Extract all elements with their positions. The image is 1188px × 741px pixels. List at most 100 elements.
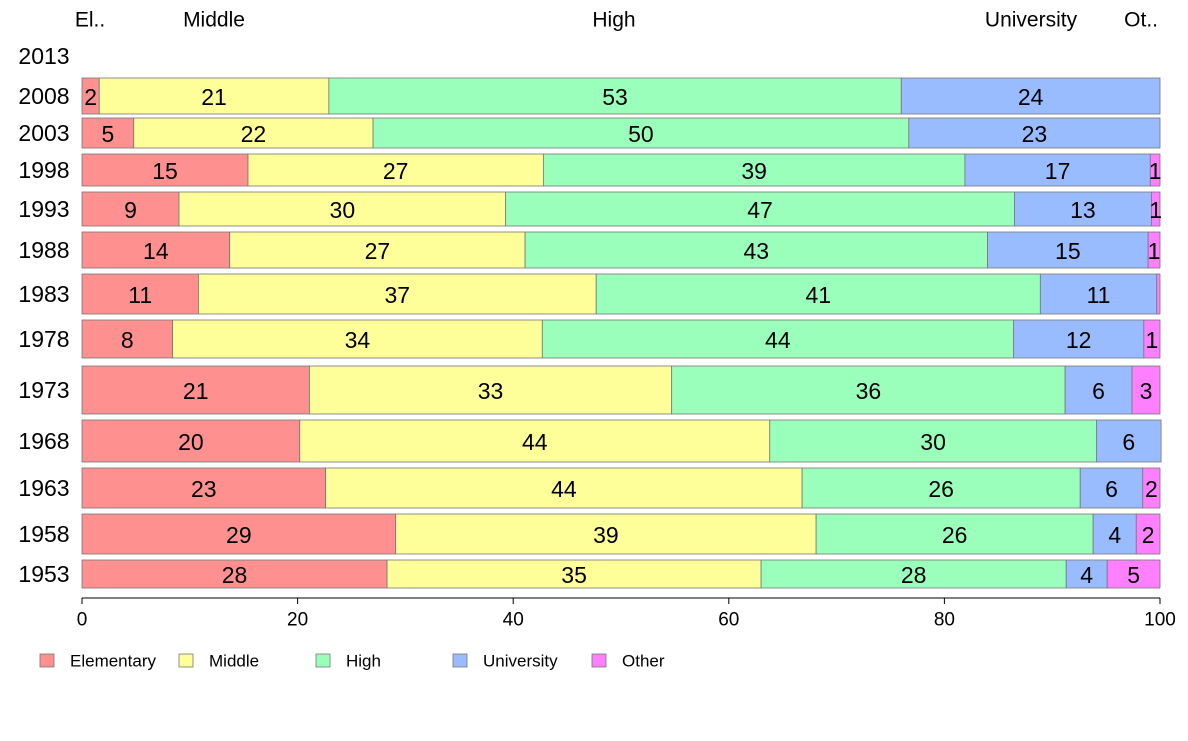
x-tick-label: 100 bbox=[1144, 610, 1176, 631]
bar-segment bbox=[1014, 191, 1152, 227]
data-label: 8 bbox=[121, 327, 134, 353]
data-label: 29 bbox=[226, 522, 252, 548]
bar-segment bbox=[81, 153, 249, 187]
top-label: University bbox=[985, 9, 1078, 32]
bar-segment bbox=[769, 419, 1097, 463]
category-label: 1968 bbox=[18, 428, 69, 454]
category-label: 1978 bbox=[18, 326, 69, 352]
data-label: 53 bbox=[602, 84, 628, 110]
bar-segment bbox=[81, 117, 135, 149]
bar-segment bbox=[987, 231, 1149, 269]
data-label: 3 bbox=[1140, 378, 1153, 404]
bar-segment bbox=[81, 319, 173, 359]
bar-segment bbox=[760, 559, 1067, 589]
bar-segment bbox=[1147, 231, 1161, 269]
bar-segment bbox=[1150, 191, 1161, 227]
data-label: 36 bbox=[856, 378, 882, 404]
category-label: 2008 bbox=[18, 83, 69, 109]
data-label: 35 bbox=[561, 562, 587, 588]
x-tick-label: 80 bbox=[934, 610, 955, 631]
legend-swatch bbox=[591, 653, 607, 668]
data-label: 50 bbox=[628, 121, 654, 147]
data-label: 2 bbox=[1142, 522, 1155, 548]
data-label: 15 bbox=[152, 158, 178, 184]
bar-segment bbox=[671, 365, 1066, 415]
data-label: 14 bbox=[143, 238, 169, 264]
data-label: 26 bbox=[942, 522, 968, 548]
bar-segment bbox=[1064, 365, 1133, 415]
data-label: 11 bbox=[128, 282, 152, 308]
bar-segment bbox=[372, 117, 910, 149]
data-label: 44 bbox=[551, 476, 577, 502]
category-label: 2013 bbox=[18, 43, 69, 69]
category-label: 1998 bbox=[18, 157, 69, 183]
data-label: 28 bbox=[901, 562, 927, 588]
legend-swatch bbox=[39, 653, 55, 668]
data-label: 43 bbox=[743, 238, 769, 264]
bar-segment bbox=[1135, 513, 1161, 555]
data-label: 33 bbox=[478, 378, 504, 404]
data-label: 12 bbox=[1066, 327, 1092, 353]
top-label: Ot.. bbox=[1124, 9, 1158, 32]
data-label: 15 bbox=[1055, 238, 1081, 264]
bar-segment bbox=[81, 419, 301, 463]
data-label: 1 bbox=[1149, 197, 1162, 223]
data-label: 9 bbox=[124, 197, 137, 223]
bar-segment bbox=[1106, 559, 1161, 589]
data-label: 28 bbox=[222, 562, 248, 588]
data-label: 24 bbox=[1018, 84, 1044, 110]
legend-label: Other bbox=[622, 652, 665, 671]
data-label: 13 bbox=[1070, 197, 1096, 223]
category-label: 1958 bbox=[18, 521, 69, 547]
category-label: 2003 bbox=[18, 120, 69, 146]
data-label: 1 bbox=[1146, 327, 1159, 353]
data-label: 4 bbox=[1108, 522, 1121, 548]
data-label: 21 bbox=[201, 84, 227, 110]
data-label: 30 bbox=[330, 197, 356, 223]
bar-segment bbox=[1131, 365, 1161, 415]
bar-segment bbox=[1039, 273, 1158, 315]
category-label: 1953 bbox=[18, 561, 69, 587]
data-label: 27 bbox=[365, 238, 391, 264]
bar-segment bbox=[309, 365, 673, 415]
bar-segment bbox=[81, 273, 199, 315]
bar-segment bbox=[595, 273, 1041, 315]
data-label: 37 bbox=[385, 282, 411, 308]
data-label: 1 bbox=[1149, 158, 1162, 184]
bar-segment bbox=[81, 231, 231, 269]
bar-segment bbox=[1079, 467, 1144, 509]
category-label: 1993 bbox=[18, 196, 69, 222]
bar-segment bbox=[1143, 319, 1161, 359]
bar-segment bbox=[1156, 273, 1161, 315]
top-label: High bbox=[592, 9, 635, 32]
legend-swatch bbox=[178, 653, 194, 668]
legend-label: Middle bbox=[209, 652, 259, 671]
bar-segment bbox=[964, 153, 1151, 187]
bar-segment bbox=[1065, 559, 1108, 589]
bar-segment bbox=[900, 77, 1161, 115]
bar-segment bbox=[542, 153, 966, 187]
category-label: 1988 bbox=[18, 237, 69, 263]
data-label: 26 bbox=[928, 476, 954, 502]
bar-segment bbox=[801, 467, 1081, 509]
data-label: 4 bbox=[1080, 562, 1093, 588]
data-label: 39 bbox=[741, 158, 767, 184]
x-tick-label: 20 bbox=[287, 610, 308, 631]
data-label: 44 bbox=[765, 327, 791, 353]
data-label: 47 bbox=[747, 197, 773, 223]
data-label: 6 bbox=[1122, 429, 1135, 455]
data-label: 23 bbox=[1022, 121, 1048, 147]
data-label: 34 bbox=[345, 327, 371, 353]
x-tick-label: 60 bbox=[718, 610, 739, 631]
legend-label: High bbox=[346, 652, 381, 671]
bar-segment bbox=[541, 319, 1014, 359]
bar-segment bbox=[1092, 513, 1137, 555]
data-label: 5 bbox=[1127, 562, 1140, 588]
bar-segment bbox=[81, 191, 180, 227]
bar-segment bbox=[505, 191, 1015, 227]
data-label: 44 bbox=[522, 429, 548, 455]
data-label: 17 bbox=[1045, 158, 1071, 184]
bar-segment bbox=[81, 559, 388, 589]
bar-segment bbox=[172, 319, 543, 359]
